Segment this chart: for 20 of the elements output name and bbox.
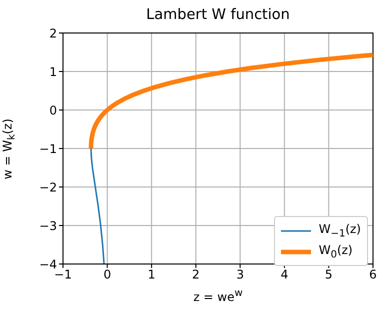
line-series xyxy=(88,52,373,151)
legend-label: W$_{0}$(z) xyxy=(318,242,353,260)
legend-label: W$_{−1}$(z) xyxy=(318,222,361,240)
y-tick-label: −3 xyxy=(39,218,57,233)
y-tick-label: 1 xyxy=(49,64,57,79)
x-tick-label: 3 xyxy=(236,268,244,282)
x-tick-label: 4 xyxy=(280,268,288,282)
y-tick-label: 2 xyxy=(49,26,57,40)
chart-title: Lambert W function xyxy=(145,7,291,23)
x-tick-label: 1 xyxy=(148,268,156,282)
y-tick-label: 0 xyxy=(49,103,57,118)
x-tick-label: 6 xyxy=(369,268,377,282)
line-series xyxy=(90,148,105,264)
x-tick-label: 0 xyxy=(103,268,112,282)
x-tick-label: 2 xyxy=(192,268,200,282)
y-tick-label: −1 xyxy=(39,142,57,156)
y-tick-label: −4 xyxy=(39,257,57,272)
x-tick-label: 5 xyxy=(324,268,333,282)
y-tick-label: −2 xyxy=(39,180,57,194)
x-axis-title: z = we$^{w}$ xyxy=(192,288,244,304)
